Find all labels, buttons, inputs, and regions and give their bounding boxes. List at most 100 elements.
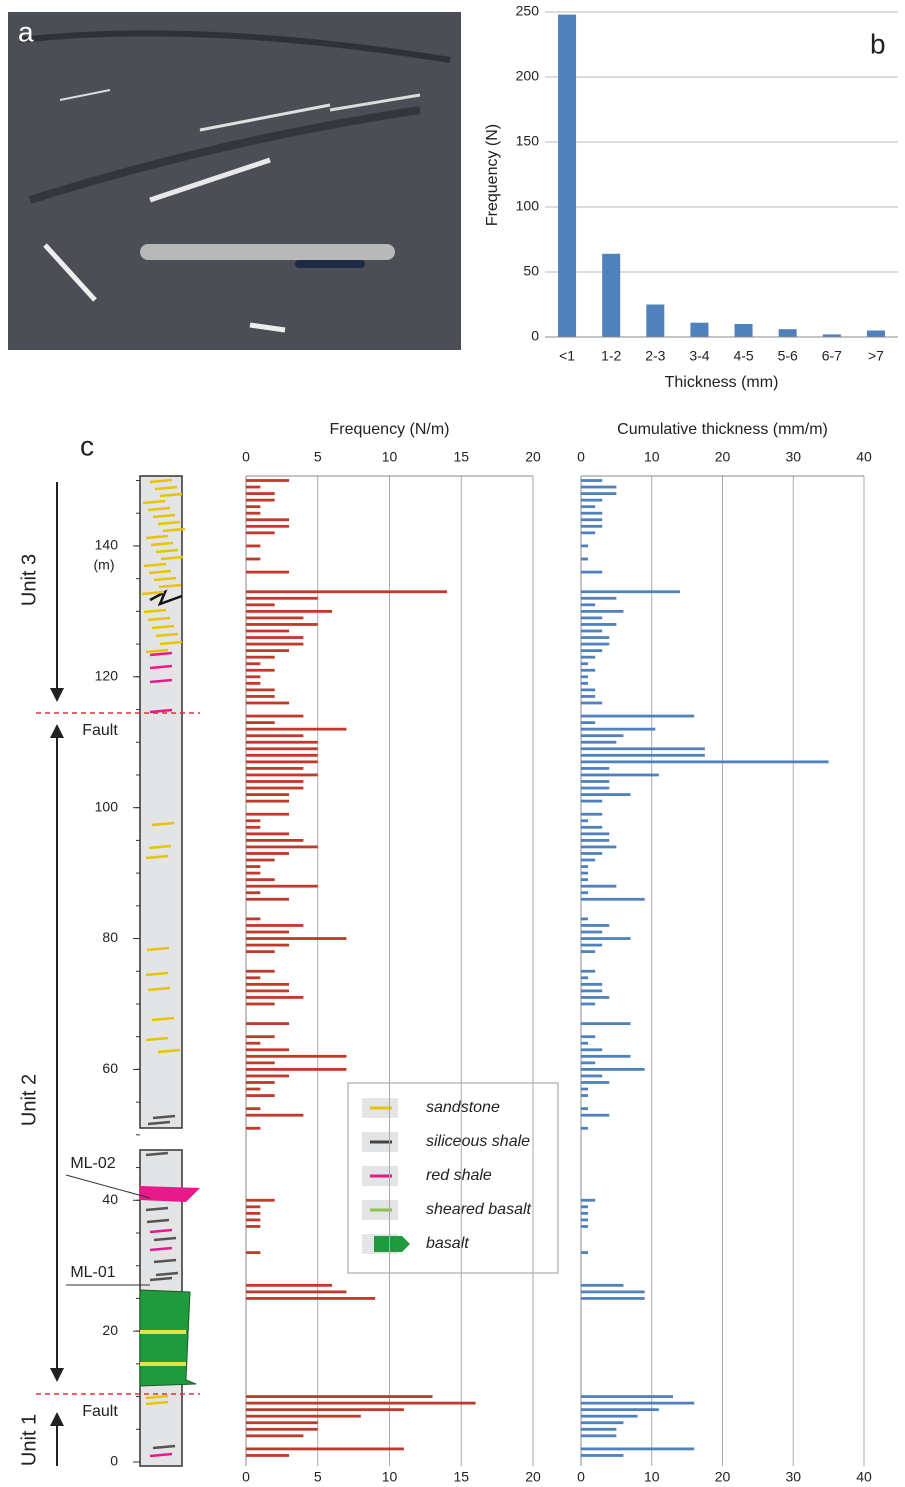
bar bbox=[581, 727, 656, 731]
y-tick-label: 50 bbox=[523, 263, 539, 279]
bar bbox=[581, 649, 603, 653]
x-tick-label: 0 bbox=[242, 449, 250, 465]
legend-label: sheared basalt bbox=[426, 1201, 532, 1218]
bar bbox=[246, 786, 304, 790]
x-tick-label: 10 bbox=[382, 1469, 398, 1485]
bar bbox=[246, 1283, 333, 1287]
bar bbox=[581, 498, 603, 502]
legend-label: siliceous shale bbox=[426, 1133, 530, 1150]
bar bbox=[246, 930, 290, 934]
bar bbox=[581, 812, 603, 816]
bar bbox=[246, 865, 261, 868]
bar bbox=[246, 1408, 404, 1412]
x-tick-label: 0 bbox=[577, 1469, 585, 1485]
sample-label: ML-02 bbox=[70, 1155, 115, 1172]
bar bbox=[581, 1113, 610, 1117]
strat-column bbox=[36, 475, 200, 1467]
bar bbox=[581, 1421, 624, 1425]
bar bbox=[581, 852, 603, 855]
legend-label: red shale bbox=[426, 1167, 492, 1184]
bar bbox=[246, 1094, 275, 1097]
bar bbox=[581, 1061, 596, 1065]
bar bbox=[581, 780, 610, 783]
bar bbox=[581, 623, 617, 626]
depth-tick-label: 20 bbox=[102, 1322, 118, 1338]
bar bbox=[246, 609, 333, 613]
bar bbox=[246, 636, 304, 639]
bar bbox=[581, 695, 596, 698]
bar bbox=[581, 865, 589, 868]
bar bbox=[246, 753, 318, 757]
x-tick-label: 5-6 bbox=[778, 348, 798, 364]
bar bbox=[581, 479, 603, 482]
bar bbox=[246, 845, 318, 849]
bar bbox=[581, 897, 645, 901]
bar bbox=[246, 701, 290, 705]
bar bbox=[581, 982, 603, 986]
bar bbox=[581, 1218, 589, 1222]
bar bbox=[581, 524, 603, 528]
bar bbox=[246, 819, 261, 823]
bar bbox=[246, 852, 290, 855]
bar bbox=[246, 675, 261, 679]
bar bbox=[246, 1061, 275, 1065]
bar bbox=[246, 734, 304, 738]
bar bbox=[581, 871, 589, 875]
bar bbox=[246, 1251, 261, 1255]
bar bbox=[581, 675, 589, 679]
bar bbox=[246, 943, 290, 947]
bar bbox=[246, 590, 447, 594]
depth-tick-label: 0 bbox=[110, 1453, 118, 1469]
depth-unit: (m) bbox=[94, 557, 115, 573]
bar bbox=[581, 1126, 589, 1130]
bar bbox=[581, 544, 589, 548]
legend-label: basalt bbox=[426, 1235, 469, 1252]
bar bbox=[246, 1454, 290, 1457]
bar bbox=[246, 1035, 275, 1039]
bar bbox=[602, 253, 621, 337]
x-axis-title: Thickness (mm) bbox=[665, 374, 779, 391]
photo: a bbox=[8, 12, 461, 350]
bar bbox=[246, 662, 261, 666]
bar bbox=[581, 838, 610, 842]
sample-label: ML-01 bbox=[70, 1264, 115, 1281]
axis-title: Cumulative thickness (mm/m) bbox=[617, 421, 828, 438]
bar bbox=[581, 511, 603, 515]
bar bbox=[581, 753, 705, 757]
bar bbox=[246, 695, 275, 698]
bar bbox=[246, 649, 290, 653]
bar bbox=[581, 891, 589, 895]
depth-tick-label: 60 bbox=[102, 1060, 118, 1076]
bar bbox=[581, 590, 681, 594]
bar bbox=[581, 937, 631, 940]
bar bbox=[581, 845, 617, 849]
x-tick-label: 20 bbox=[715, 1469, 731, 1485]
bar bbox=[246, 1068, 347, 1071]
x-tick-label: >7 bbox=[868, 348, 884, 364]
bar bbox=[581, 1225, 589, 1228]
bar bbox=[581, 1427, 617, 1431]
bar bbox=[581, 557, 589, 561]
bar bbox=[581, 1205, 589, 1209]
panel-label: c bbox=[80, 430, 94, 461]
x-tick-label: 0 bbox=[242, 1469, 250, 1485]
bar bbox=[581, 1107, 589, 1111]
depth-tick-label: 80 bbox=[102, 929, 118, 945]
x-tick-label: 4-5 bbox=[733, 348, 753, 364]
bar bbox=[246, 976, 261, 980]
bar bbox=[581, 570, 603, 574]
bar bbox=[246, 950, 275, 954]
bar bbox=[581, 930, 603, 934]
bar bbox=[246, 1041, 261, 1045]
bar bbox=[246, 485, 261, 489]
unit-label: Unit 2 bbox=[18, 1074, 40, 1126]
bar bbox=[734, 324, 753, 337]
bar bbox=[246, 780, 304, 783]
bar bbox=[581, 531, 596, 535]
x-tick-label: 20 bbox=[525, 1469, 541, 1485]
bar bbox=[246, 1113, 304, 1117]
bar bbox=[581, 825, 603, 829]
bar bbox=[246, 1205, 261, 1209]
x-tick-label: 0 bbox=[577, 449, 585, 465]
bar bbox=[581, 1297, 645, 1300]
